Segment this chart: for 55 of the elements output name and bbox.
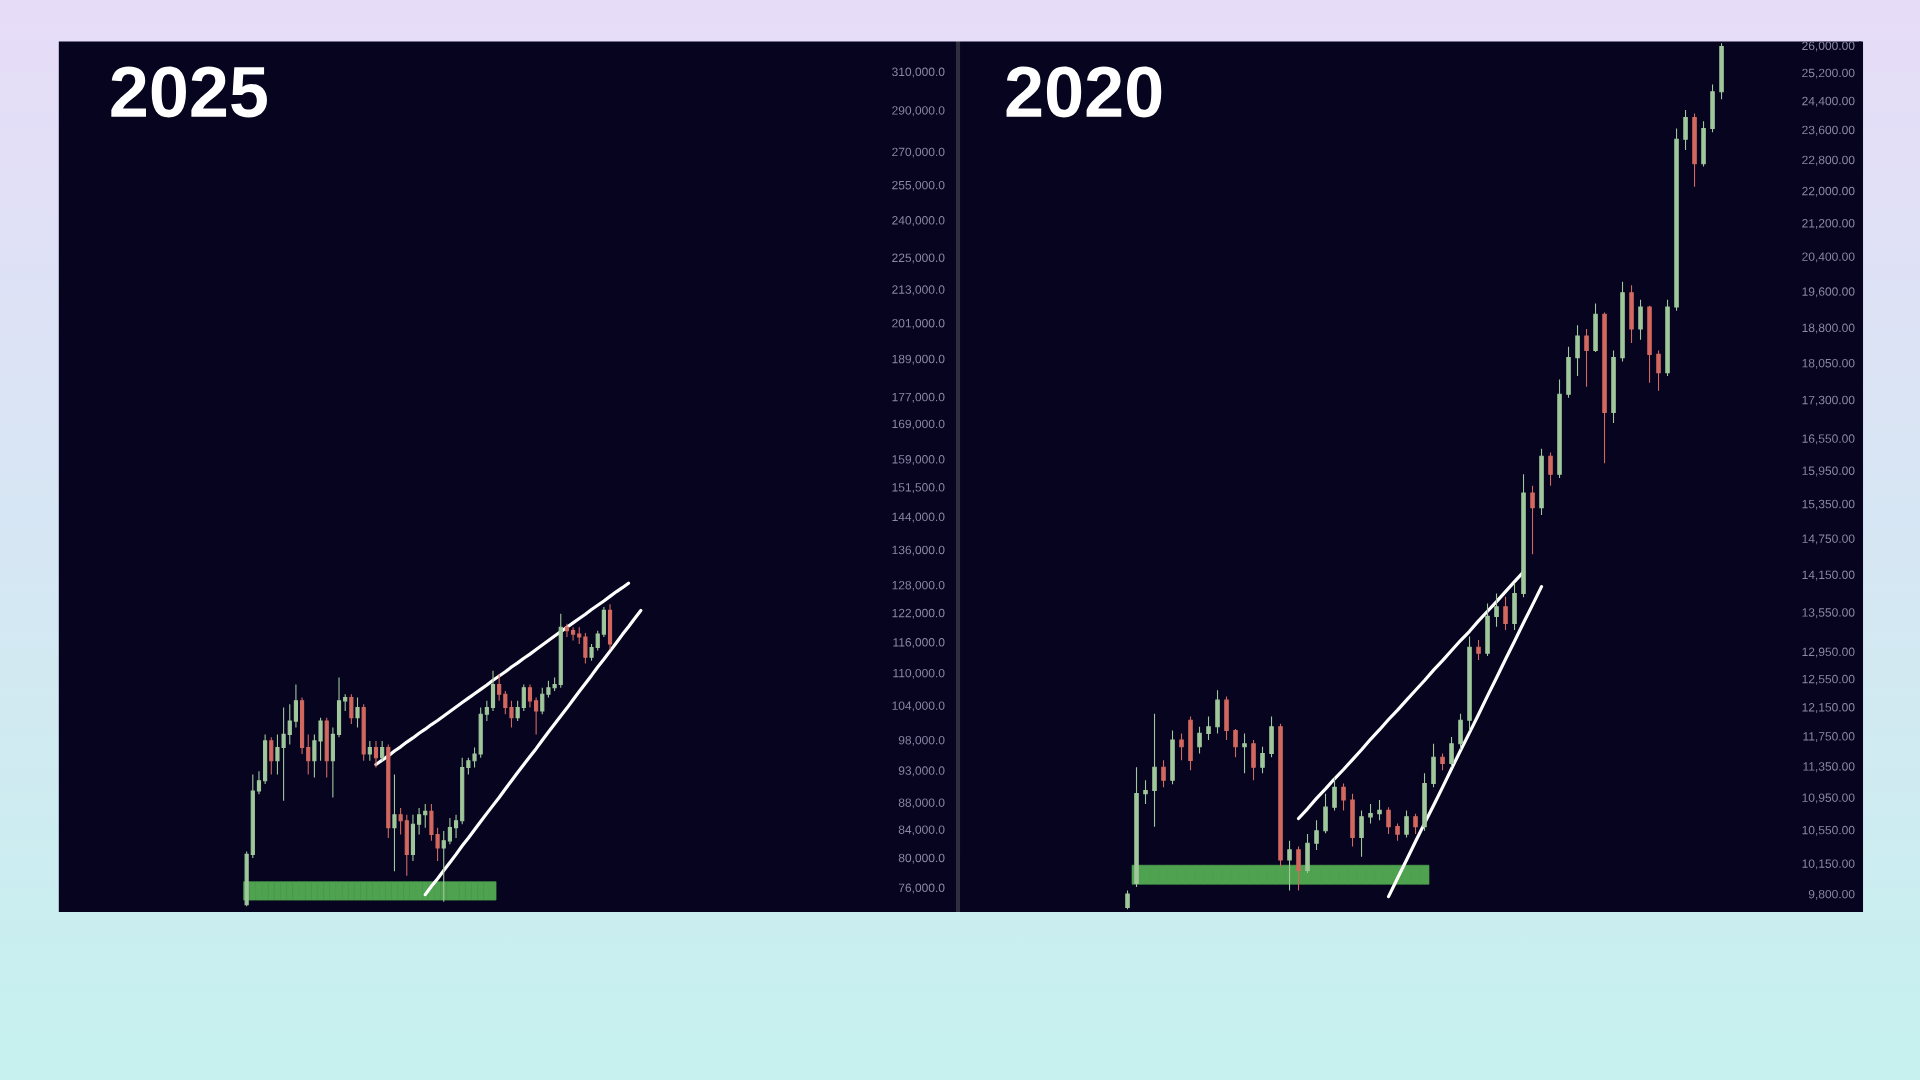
y-tick-label: 13,550.00 <box>1802 608 1855 619</box>
y-tick-label: 20,400.00 <box>1802 252 1855 263</box>
y-tick-label: 18,800.00 <box>1802 323 1855 334</box>
chart-title: 2025 <box>111 66 267 118</box>
y-tick-label: 22,800.00 <box>1802 155 1855 166</box>
y-tick-label: 26,000.00 <box>1802 41 1855 52</box>
y-tick-label: 201,000.0 <box>892 318 945 329</box>
y-tick-label: 80,000.0 <box>898 853 945 864</box>
y-tick-label: 76,000.0 <box>898 883 945 894</box>
y-tick-label: 88,000.0 <box>898 798 945 809</box>
y-tick-label: 14,750.00 <box>1802 534 1855 545</box>
y-tick-label: 144,000.0 <box>892 512 945 523</box>
y-tick-label: 10,550.00 <box>1802 825 1855 836</box>
y-tick-label: 189,000.0 <box>892 354 945 365</box>
y-tick-label: 16,550.00 <box>1802 434 1855 445</box>
y-tick-label: 290,000.0 <box>892 106 945 117</box>
y-tick-label: 15,950.00 <box>1802 466 1855 477</box>
y-tick-label: 128,000.0 <box>892 580 945 591</box>
y-tick-label: 25,200.00 <box>1802 68 1855 79</box>
y-tick-label: 225,000.0 <box>892 253 945 264</box>
y-tick-label: 17,300.00 <box>1802 395 1855 406</box>
y-tick-label: 255,000.0 <box>892 180 945 191</box>
y-tick-label: 98,000.0 <box>898 735 945 746</box>
y-tick-label: 136,000.0 <box>892 545 945 556</box>
y-tick-label: 240,000.0 <box>892 216 945 226</box>
y-tick-label: 11,750.00 <box>1803 732 1855 743</box>
y-tick-label: 159,000.0 <box>892 455 945 465</box>
y-tick-label: 177,000.0 <box>892 392 945 403</box>
y-tick-label: 12,950.00 <box>1802 647 1855 658</box>
y-tick-label: 310,000.0 <box>892 67 945 78</box>
y-tick-label: 104,000.0 <box>892 701 945 712</box>
y-tick-label: 270,000.0 <box>892 147 945 158</box>
y-tick-label: 22,000.00 <box>1802 186 1855 197</box>
y-tick-label: 19,600.00 <box>1802 287 1855 298</box>
y-tick-label: 18,050.00 <box>1802 358 1855 369</box>
chart-title: 2020 <box>1006 66 1162 118</box>
y-tick-label: 14,150.00 <box>1802 570 1855 581</box>
y-tick-label: 24,400.00 <box>1802 96 1855 107</box>
y-tick-label: 23,600.00 <box>1802 125 1855 136</box>
y-tick-label: 110,000.0 <box>893 668 945 679</box>
y-tick-label: 116,000.0 <box>893 638 945 648</box>
y-tick-label: 84,000.0 <box>898 825 945 836</box>
y-tick-label: 151,500.0 <box>892 483 945 493</box>
y-tick-label: 11,350.00 <box>1803 762 1855 773</box>
y-tick-label: 10,950.00 <box>1802 793 1855 804</box>
y-tick-label: 15,350.00 <box>1802 499 1855 510</box>
y-tick-label: 10,150.00 <box>1802 859 1855 870</box>
y-tick-label: 12,150.00 <box>1802 703 1855 713</box>
y-tick-label: 21,200.00 <box>1802 219 1855 229</box>
y-tick-label: 169,000.0 <box>892 419 945 430</box>
y-tick-label: 9,800.00 <box>1808 889 1855 900</box>
y-tick-label: 93,000.0 <box>898 766 945 777</box>
y-tick-label: 12,550.00 <box>1802 674 1855 685</box>
y-tick-label: 122,000.0 <box>892 608 945 619</box>
y-tick-label: 213,000.0 <box>892 285 945 296</box>
